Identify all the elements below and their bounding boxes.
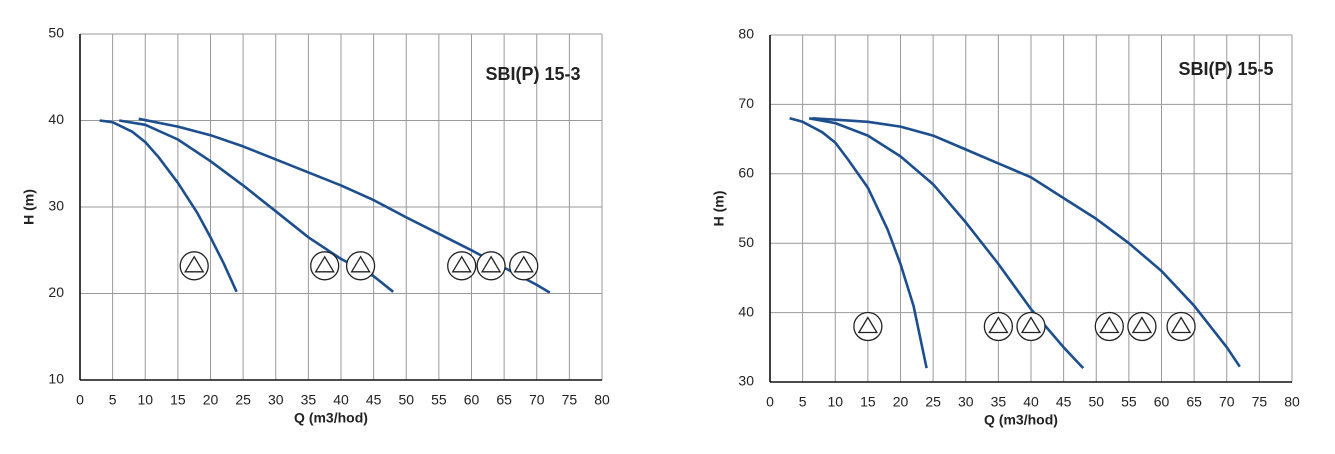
pump-icon-triangle xyxy=(988,316,1009,334)
x-tick-label: 10 xyxy=(827,394,843,410)
chart-title: SBI(P) 15-3 xyxy=(485,64,580,84)
x-tick-label: 70 xyxy=(1219,394,1235,410)
x-tick-label: 75 xyxy=(1252,394,1268,410)
x-tick-label: 40 xyxy=(1023,394,1039,410)
y-tick-label: 50 xyxy=(738,234,754,250)
y-tick-label: 20 xyxy=(48,284,64,300)
x-tick-label: 60 xyxy=(1154,394,1170,410)
x-tick-label: 35 xyxy=(301,392,317,408)
y-tick-label: 40 xyxy=(48,111,64,127)
chart-title: SBI(P) 15-5 xyxy=(1178,59,1273,79)
x-tick-label: 55 xyxy=(1121,394,1137,410)
pump-icon-triangle xyxy=(1020,316,1042,334)
curve xyxy=(812,117,1241,368)
x-tick-label: 5 xyxy=(109,392,117,408)
y-tick-label: 50 xyxy=(48,25,64,41)
x-tick-label: 20 xyxy=(203,392,219,408)
y-tick-label: 60 xyxy=(738,165,754,181)
y-tick-label: 30 xyxy=(48,198,64,214)
pump-icon-triangle xyxy=(1099,316,1120,334)
x-tick-label: 40 xyxy=(333,392,349,408)
x-tick-label: 20 xyxy=(893,394,909,410)
x-tick-label: 55 xyxy=(431,392,447,408)
x-tick-label: 25 xyxy=(235,392,251,408)
curve xyxy=(789,117,928,369)
x-tick-label: 80 xyxy=(594,392,610,408)
pump-icon-triangle xyxy=(1170,316,1192,334)
x-tick-label: 25 xyxy=(925,394,941,410)
x-tick-label: 75 xyxy=(562,392,578,408)
x-tick-label: 45 xyxy=(366,392,382,408)
x-tick-label: 5 xyxy=(799,394,807,410)
curve xyxy=(808,117,1085,369)
pump-icon-triangle xyxy=(184,255,205,273)
x-tick-label: 0 xyxy=(766,394,774,410)
curve xyxy=(99,119,238,293)
pump-icon-triangle xyxy=(451,255,472,273)
x-tick-label: 45 xyxy=(1056,394,1072,410)
x-tick-label: 0 xyxy=(76,392,84,408)
x-axis-title: Q (m3/hod) xyxy=(984,412,1058,428)
pump-icon-triangle xyxy=(513,255,534,273)
x-tick-label: 65 xyxy=(496,392,512,408)
pump-icon-triangle xyxy=(1131,316,1153,334)
x-tick-label: 15 xyxy=(170,392,186,408)
y-tick-label: 80 xyxy=(738,26,754,42)
x-axis-title: Q (m3/hod) xyxy=(294,410,368,426)
x-tick-label: 60 xyxy=(464,392,480,408)
y-axis-title: H (m) xyxy=(711,191,727,227)
pump-icon-triangle xyxy=(350,255,371,273)
y-tick-label: 30 xyxy=(738,373,754,389)
x-tick-label: 80 xyxy=(1284,394,1300,410)
x-tick-label: 15 xyxy=(860,394,876,410)
x-tick-label: 30 xyxy=(958,394,974,410)
pump-icon-triangle xyxy=(857,316,879,334)
x-tick-label: 50 xyxy=(398,392,414,408)
pump-icon-triangle xyxy=(480,255,502,273)
y-tick-label: 10 xyxy=(48,371,64,387)
x-tick-label: 50 xyxy=(1088,394,1104,410)
x-tick-label: 70 xyxy=(529,392,545,408)
pump-icon-triangle xyxy=(314,255,335,273)
y-tick-label: 40 xyxy=(738,303,754,319)
y-axis-title: H (m) xyxy=(21,189,37,225)
x-tick-label: 65 xyxy=(1186,394,1202,410)
x-tick-label: 35 xyxy=(991,394,1007,410)
y-tick-label: 70 xyxy=(738,95,754,111)
x-tick-label: 30 xyxy=(268,392,284,408)
x-tick-label: 10 xyxy=(137,392,153,408)
